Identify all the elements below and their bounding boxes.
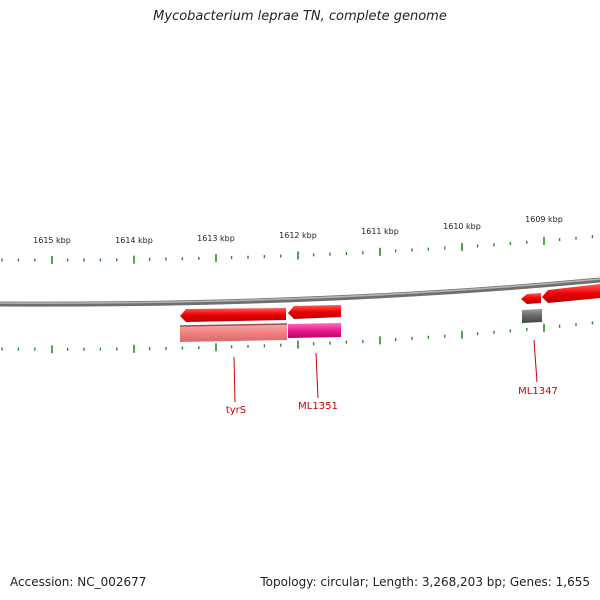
gene-feature-ML1351[interactable] <box>288 323 341 338</box>
gene-feature-ML1347[interactable] <box>522 309 542 323</box>
accession-text: Accession: NC_002677 <box>10 575 147 589</box>
genome-title: Mycobacterium leprae TN, complete genome <box>153 9 447 24</box>
scale-label-1613: 1613 kbp <box>197 234 235 243</box>
gene-feature-tyrS[interactable] <box>179 323 288 342</box>
gene-feature-red-2[interactable] <box>288 305 341 319</box>
gene-label-ML1347[interactable]: ML1347 <box>518 386 558 397</box>
gene-feature-red-3[interactable] <box>521 293 541 304</box>
scale-label-1609: 1609 kbp <box>525 215 563 224</box>
inner-scale-ticks <box>1 321 594 354</box>
gene-label-tyrS[interactable]: tyrS <box>226 405 246 416</box>
genome-backbone <box>0 277 600 307</box>
scale-label-1615: 1615 kbp <box>33 236 71 245</box>
scale-label-1611: 1611 kbp <box>361 227 399 236</box>
scale-label-1612: 1612 kbp <box>279 231 317 240</box>
gene-feature-red-1[interactable] <box>180 308 286 322</box>
gene-feature-red-4[interactable] <box>542 284 600 303</box>
scale-label-1614: 1614 kbp <box>115 236 153 245</box>
genome-backbone-highlight <box>0 278 600 304</box>
leader-line-ML1347 <box>533 339 538 383</box>
outer-scale-ticks <box>1 235 594 265</box>
scale-label-1610: 1610 kbp <box>443 222 481 231</box>
genome-summary-text: Topology: circular; Length: 3,268,203 bp… <box>260 575 590 589</box>
leader-line-tyrS <box>233 356 236 403</box>
leader-line-ML1351 <box>315 352 319 399</box>
gene-label-ML1351[interactable]: ML1351 <box>298 401 338 412</box>
